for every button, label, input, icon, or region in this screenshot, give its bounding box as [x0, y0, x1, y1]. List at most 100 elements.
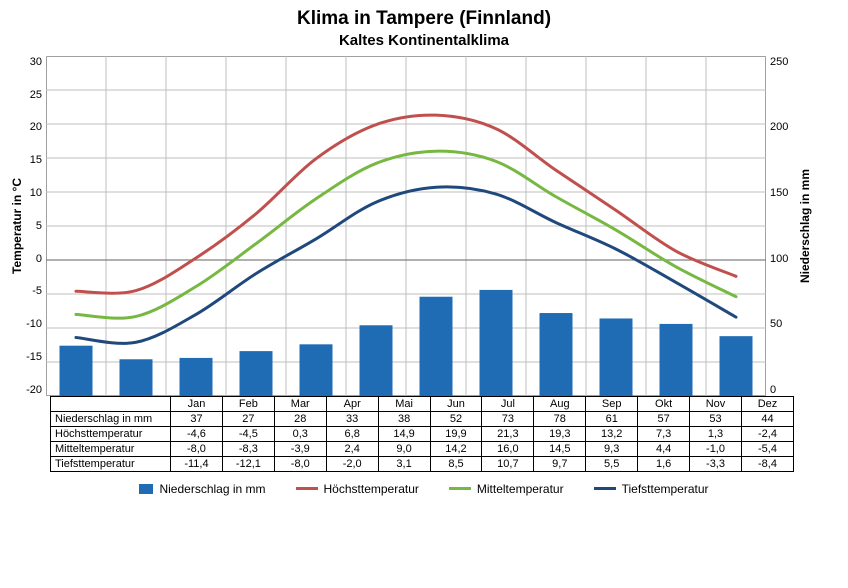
legend-swatch-line: [449, 487, 471, 490]
y-tick-right: 100: [770, 253, 798, 265]
y-tick-left: 25: [18, 89, 42, 101]
y-tick-left: -20: [18, 384, 42, 396]
legend-label: Niederschlag in mm: [159, 482, 265, 496]
table-cell: -1,0: [690, 441, 742, 456]
chart-legend: Niederschlag in mm Höchsttemperatur Mittel…: [10, 482, 838, 496]
table-cell: 9,7: [534, 456, 586, 471]
legend-label: Höchsttemperatur: [324, 482, 419, 496]
table-col-header: Jan: [171, 396, 223, 411]
climate-chart-page: Klima in Tampere (Finnland) Kaltes Konti…: [0, 0, 848, 588]
table-cell: 61: [586, 411, 638, 426]
table-cell: 19,9: [430, 426, 482, 441]
chart-title: Klima in Tampere (Finnland): [10, 8, 838, 30]
y-tick-left: 30: [18, 56, 42, 68]
table-cell: 14,9: [378, 426, 430, 441]
table-corner: [51, 396, 171, 411]
table-cell: 78: [534, 411, 586, 426]
table-cell: 7,3: [638, 426, 690, 441]
table-cell: 1,3: [690, 426, 742, 441]
table-cell: 73: [482, 411, 534, 426]
table-cell: 57: [638, 411, 690, 426]
table-cell: -3,9: [274, 441, 326, 456]
table-cell: -4,5: [222, 426, 274, 441]
table-cell: 10,7: [482, 456, 534, 471]
table-cell: -5,4: [741, 441, 793, 456]
legend-item: Höchsttemperatur: [296, 482, 419, 496]
legend-swatch-line: [296, 487, 318, 490]
plot-svg: [46, 56, 766, 396]
table-cell: 19,3: [534, 426, 586, 441]
table-cell: 4,4: [638, 441, 690, 456]
legend-item: Mitteltemperatur: [449, 482, 564, 496]
table-col-header: Okt: [638, 396, 690, 411]
y-tick-right: 50: [770, 318, 798, 330]
y-tick-left: -10: [18, 318, 42, 330]
y-axis-left-label: Temperatur in °C: [10, 178, 24, 274]
table-cell: -8,0: [274, 456, 326, 471]
table-cell: 38: [378, 411, 430, 426]
y-axis-left: Temperatur in °C: [10, 56, 18, 396]
table-row-header: Tiefsttemperatur: [51, 456, 171, 471]
table-row-header: Mitteltemperatur: [51, 441, 171, 456]
table-cell: 9,3: [586, 441, 638, 456]
plot-with-ticks: 302520151050-5-10-15-20 250200150100500: [18, 56, 798, 396]
table-col-header: Aug: [534, 396, 586, 411]
table-cell: -2,4: [741, 426, 793, 441]
table-cell: 16,0: [482, 441, 534, 456]
table-cell: -3,3: [690, 456, 742, 471]
table-cell: 9,0: [378, 441, 430, 456]
table-row-header: Höchsttemperatur: [51, 426, 171, 441]
table-cell: 14,5: [534, 441, 586, 456]
table-cell: -2,0: [326, 456, 378, 471]
legend-item: Tiefsttemperatur: [594, 482, 709, 496]
table-cell: 5,5: [586, 456, 638, 471]
table-cell: 44: [741, 411, 793, 426]
table-cell: 3,1: [378, 456, 430, 471]
y-axis-right: Niederschlag in mm: [798, 56, 806, 396]
table-col-header: Dez: [741, 396, 793, 411]
chart-titles: Klima in Tampere (Finnland) Kaltes Konti…: [10, 8, 838, 50]
y-tick-right: 200: [770, 121, 798, 133]
legend-label: Tiefsttemperatur: [622, 482, 709, 496]
y-tick-left: 20: [18, 121, 42, 133]
table-cell: 6,8: [326, 426, 378, 441]
table-row: Niederschlag in mm3727283338527378615753…: [51, 411, 794, 426]
table-cell: -4,6: [171, 426, 223, 441]
table-row-header: Niederschlag in mm: [51, 411, 171, 426]
table-col-header: Feb: [222, 396, 274, 411]
table-cell: 0,3: [274, 426, 326, 441]
table-row: Tiefsttemperatur-11,4-12,1-8,0-2,03,18,5…: [51, 456, 794, 471]
table-cell: -8,0: [171, 441, 223, 456]
table-col-header: Sep: [586, 396, 638, 411]
y-ticks-right: 250 200 150 100 50 0: [766, 56, 798, 396]
table-cell: 2,4: [326, 441, 378, 456]
chart-area: Temperatur in °C 302520151050-5-10-15-20…: [10, 56, 838, 396]
table-col-header: Mai: [378, 396, 430, 411]
y-tick-right: 150: [770, 187, 798, 199]
table-cell: -11,4: [171, 456, 223, 471]
chart-subtitle: Kaltes Kontinentalklima: [10, 32, 838, 50]
y-tick-right: 0: [770, 384, 798, 396]
legend-item: Niederschlag in mm: [139, 482, 265, 496]
table-cell: 14,2: [430, 441, 482, 456]
table-col-header: Mar: [274, 396, 326, 411]
table-cell: -8,4: [741, 456, 793, 471]
table-cell: 27: [222, 411, 274, 426]
table-cell: -8,3: [222, 441, 274, 456]
table-cell: 1,6: [638, 456, 690, 471]
table-col-header: Jul: [482, 396, 534, 411]
table-row: Höchsttemperatur-4,6-4,50,36,814,919,921…: [51, 426, 794, 441]
table-cell: 28: [274, 411, 326, 426]
table-cell: 8,5: [430, 456, 482, 471]
legend-swatch-bar: [139, 484, 153, 494]
y-tick-right: 250: [770, 56, 798, 68]
y-axis-right-label: Niederschlag in mm: [798, 169, 812, 283]
legend-label: Mitteltemperatur: [477, 482, 564, 496]
table-cell: 37: [171, 411, 223, 426]
table-cell: 53: [690, 411, 742, 426]
table-cell: 33: [326, 411, 378, 426]
data-table-wrap: JanFebMarAprMaiJunJulAugSepOktNovDezNied…: [50, 396, 794, 472]
table-cell: 52: [430, 411, 482, 426]
table-cell: -12,1: [222, 456, 274, 471]
y-tick-left: -5: [18, 285, 42, 297]
